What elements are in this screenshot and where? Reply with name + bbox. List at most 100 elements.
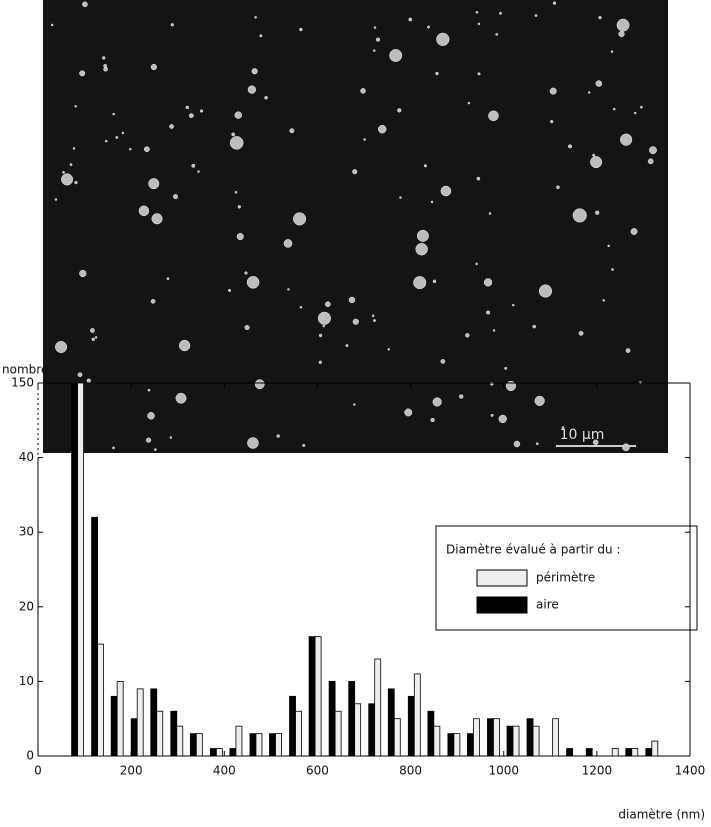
particle [82,1,88,8]
particle [352,169,358,175]
particle [91,337,95,342]
particle [498,414,507,424]
bar [269,733,276,757]
bar [566,748,574,757]
particle [477,72,481,76]
particle [435,71,439,76]
particle [254,16,257,19]
bar [645,748,653,757]
particle [413,276,427,290]
particle [423,164,427,168]
particle [62,171,65,174]
particle [197,170,200,173]
bar [348,681,356,757]
particle [360,88,366,94]
scale-bar-label: 10 µm [560,427,605,443]
particle [488,110,499,122]
particle [436,32,450,46]
x-tick-label: 600 [306,764,329,778]
particle [534,395,545,406]
particle [170,23,174,27]
particle [103,66,108,72]
particle [302,443,306,447]
particle [72,147,76,150]
bar [407,695,415,757]
particle [146,437,152,443]
particle [244,271,248,275]
bar [209,748,217,757]
x-tick-label: 1400 [675,764,706,778]
particle [94,336,98,339]
x-tick-label: 1200 [582,764,613,778]
particle [512,303,515,307]
x-axis-label: diamètre (nm) [618,808,705,822]
bar [433,725,441,757]
particle [625,348,631,353]
particle [251,68,258,75]
particle [236,233,244,241]
x-tick-label: 1000 [488,764,519,778]
bar [487,718,494,757]
particle [246,276,260,289]
bar [195,733,203,757]
particle [371,314,375,318]
particle [535,442,539,446]
y-tick-label: 30 [19,525,34,539]
y-tick-label: 10 [19,674,34,688]
particle [264,95,268,100]
bar [651,740,659,757]
particle [647,158,654,165]
bar [170,710,178,757]
particle [237,205,241,209]
particle [492,329,496,332]
particle [348,296,356,304]
particle [188,113,194,119]
particle [234,111,242,119]
particle [587,91,591,94]
particle [169,436,173,439]
particle [373,26,377,29]
particle [77,372,83,378]
particle [556,185,560,190]
particle [432,279,437,284]
particle [150,63,157,71]
particle [317,311,331,325]
particle [229,136,244,150]
bar [130,718,138,757]
particle [55,341,68,354]
bar [493,718,500,757]
particle [199,109,204,113]
bar [512,725,520,757]
bar [526,718,534,757]
particle [363,138,366,141]
y-tick-label: 0 [26,749,34,763]
particle [430,417,435,423]
particle [299,27,303,32]
particle [150,298,156,304]
particle [397,108,402,113]
particle [104,139,108,143]
particle [572,208,587,223]
particle [173,194,178,200]
particle [590,156,603,169]
particle [112,446,115,450]
particle [549,87,557,95]
particle [121,131,125,135]
particle [79,269,87,278]
particle [415,243,428,256]
particle [622,443,630,452]
particle [399,196,402,199]
bar [97,643,105,757]
particle [373,319,376,322]
bar [235,725,243,757]
particle [488,212,492,215]
particle [74,180,78,185]
bar [532,725,540,757]
y-tick-label: 40 [19,450,34,464]
bar [116,681,124,757]
bar [150,688,158,757]
particle [550,119,554,124]
particle [103,63,107,68]
particle [483,278,493,287]
particle [289,128,295,134]
